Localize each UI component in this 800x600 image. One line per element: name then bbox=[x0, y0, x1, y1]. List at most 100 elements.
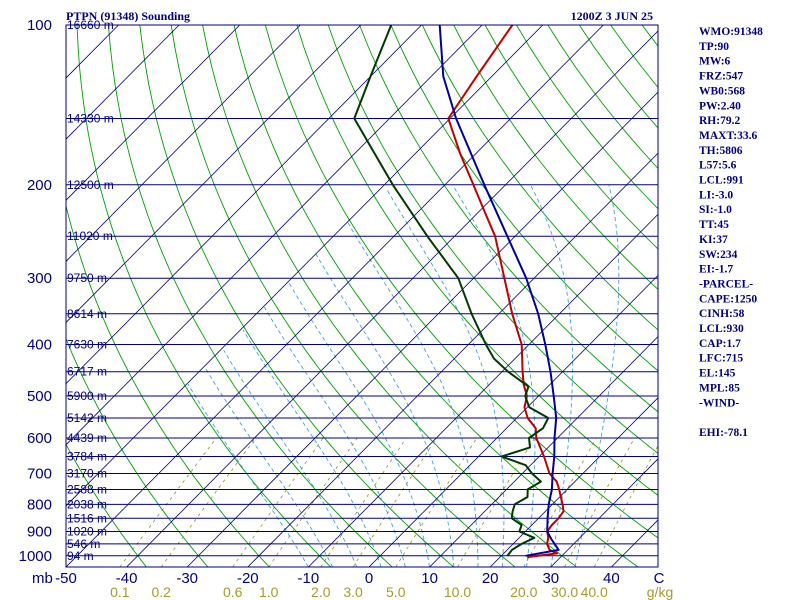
grid-layer bbox=[0, 25, 800, 567]
moist-adiabat bbox=[204, 366, 334, 567]
mixing-ratio-line bbox=[268, 437, 358, 567]
index-entry: EHI:-78.1 bbox=[699, 427, 748, 439]
mixing-ratio-line bbox=[395, 437, 478, 567]
index-entry: LFC:715 bbox=[699, 353, 743, 365]
mixing-ratio-tick-label: 0.1 bbox=[110, 584, 130, 600]
height-label: 7630 m bbox=[67, 338, 107, 352]
isotherm bbox=[0, 25, 58, 567]
isotherm bbox=[429, 336, 658, 567]
mixing-ratio-line bbox=[457, 437, 535, 567]
index-entry: LCL:991 bbox=[699, 175, 744, 187]
dry-adiabat bbox=[66, 443, 147, 567]
height-label: 5900 m bbox=[67, 389, 107, 403]
dry-adiabat bbox=[768, 25, 800, 567]
index-entry: FRZ:547 bbox=[699, 71, 743, 83]
index-entry: MPL:85 bbox=[699, 382, 740, 394]
mixing-ratio-line bbox=[119, 437, 217, 567]
dry-adiabat bbox=[453, 25, 658, 291]
index-entry: CAP:1.7 bbox=[699, 338, 741, 350]
pressure-tick-label: 1000 bbox=[19, 548, 52, 565]
height-label: 94 m bbox=[67, 549, 94, 563]
temperature-tick-label: 20 bbox=[482, 570, 499, 587]
dry-adiabat bbox=[139, 25, 454, 567]
height-label: 6717 m bbox=[67, 365, 107, 379]
isotherm bbox=[66, 25, 483, 446]
parcel-profile bbox=[438, 25, 560, 557]
dry-adiabat bbox=[66, 203, 270, 567]
height-label: 14330 m bbox=[67, 111, 114, 125]
temperature-tick-label: -20 bbox=[237, 570, 259, 587]
pressure-tick-label: 100 bbox=[27, 17, 52, 34]
mixing-ratio-tick-label: 2.0 bbox=[311, 584, 331, 600]
mixing-ratio-tick-label: 0.2 bbox=[151, 584, 171, 600]
dry-adiabat bbox=[76, 25, 332, 567]
height-label: 8614 m bbox=[67, 307, 107, 321]
mixing-ratio-tick-label: 1.0 bbox=[259, 584, 279, 600]
dry-adiabat bbox=[547, 25, 658, 170]
mixing-ratio-line bbox=[564, 437, 635, 567]
index-entry: EL:145 bbox=[699, 368, 736, 380]
index-entry: PW:2.40 bbox=[699, 100, 741, 112]
index-entry: KI:37 bbox=[699, 234, 728, 246]
temperature-profile bbox=[447, 25, 565, 559]
index-entry: TP:90 bbox=[699, 41, 729, 53]
index-entry: EI:-1.7 bbox=[699, 264, 733, 276]
plot-frame bbox=[65, 24, 659, 568]
temperature-tick-label: -50 bbox=[55, 570, 77, 587]
dry-adiabat bbox=[359, 25, 658, 413]
mixing-ratio-line bbox=[320, 437, 407, 567]
moist-adiabat bbox=[347, 221, 479, 567]
height-label: 2038 m bbox=[67, 497, 107, 511]
pressure-tick-label: 700 bbox=[27, 466, 52, 483]
index-entry: -WIND- bbox=[699, 397, 739, 409]
moist-adiabat bbox=[452, 184, 536, 567]
isotherm bbox=[66, 25, 604, 567]
dry-adiabat bbox=[66, 337, 209, 567]
temperature-unit-label: C bbox=[654, 570, 665, 587]
index-entry: SW:234 bbox=[699, 249, 738, 261]
height-label: 3170 m bbox=[67, 467, 107, 481]
height-label: 11020 m bbox=[67, 229, 113, 243]
index-entry: L57:5.6 bbox=[699, 160, 737, 172]
moist-adiabat bbox=[574, 184, 620, 567]
dry-adiabat bbox=[296, 25, 658, 496]
height-label: 5142 m bbox=[67, 411, 107, 425]
isotherm bbox=[66, 25, 422, 385]
index-entry: WMO:91348 bbox=[699, 26, 763, 38]
mixing-ratio-tick-label: 20.0 bbox=[510, 584, 537, 600]
moist-adiabat bbox=[242, 329, 382, 567]
station-title: PTPN (91348) Sounding bbox=[66, 9, 190, 23]
pressure-tick-label: 500 bbox=[27, 388, 52, 405]
index-entry: WB0:568 bbox=[699, 85, 745, 97]
dry-adiabat bbox=[484, 25, 658, 250]
mixing-ratio-line bbox=[523, 437, 597, 567]
isotherm bbox=[66, 25, 301, 262]
dry-adiabat bbox=[107, 25, 393, 567]
sounding-datetime: 1200Z 3 JUN 25 bbox=[571, 9, 653, 23]
pressure-unit-label: mb bbox=[32, 570, 53, 587]
isotherm bbox=[368, 274, 658, 567]
height-label: 16660 m bbox=[67, 18, 114, 32]
mixing-ratio-tick-label: 5.0 bbox=[386, 584, 406, 600]
isotherm bbox=[126, 30, 658, 567]
index-entry: TH:5806 bbox=[699, 145, 743, 157]
mixing-ratio-line bbox=[232, 437, 324, 567]
indices-panel: WMO:91348 TP:90 MW:6 FRZ:547 WB0:568 PW:2.40 R… bbox=[699, 26, 763, 439]
pressure-tick-label: 400 bbox=[27, 337, 52, 354]
index-entry: MW:6 bbox=[699, 56, 731, 68]
moist-adiabat bbox=[223, 349, 358, 567]
temperature-tick-label: -40 bbox=[116, 570, 138, 587]
moist-adiabat bbox=[315, 253, 455, 567]
mixing-ratio-line bbox=[160, 437, 256, 567]
isotherm bbox=[489, 397, 658, 567]
mixing-ratio-tick-label: 0.6 bbox=[223, 584, 243, 600]
dry-adiabat bbox=[390, 25, 658, 372]
index-entry: CINH:58 bbox=[699, 308, 745, 320]
pressure-tick-label: 200 bbox=[27, 177, 52, 194]
mixing-ratio-line bbox=[352, 437, 437, 567]
height-label: 546 m bbox=[67, 537, 100, 551]
mixing-ratio-unit-label: g/kg bbox=[647, 584, 673, 600]
dry-adiabat bbox=[170, 25, 516, 567]
